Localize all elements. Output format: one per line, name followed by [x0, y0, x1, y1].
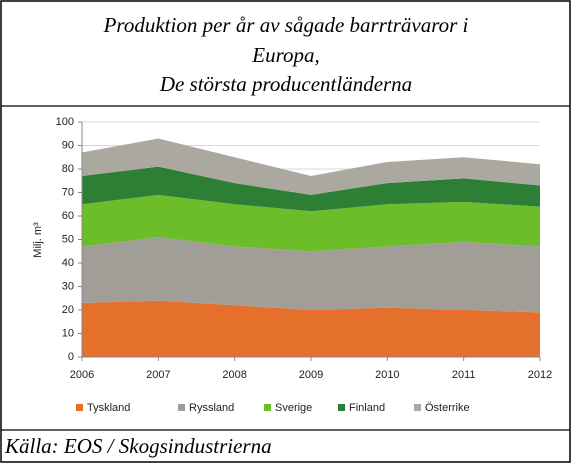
x-tick-label: 2009 [299, 369, 323, 381]
legend-label: Ryssland [189, 402, 234, 414]
legend-swatch [76, 404, 83, 411]
legend-swatch [338, 404, 345, 411]
x-tick-label: 2012 [528, 369, 552, 381]
legend-label: Sverige [275, 402, 312, 414]
legend-swatch [414, 404, 421, 411]
y-axis-label: Milj. m³ [32, 222, 44, 258]
title-line: De största producentländerna [159, 72, 412, 96]
x-tick-label: 2011 [452, 369, 476, 381]
legend-swatch [264, 404, 271, 411]
legend-label: Finland [349, 402, 385, 414]
y-tick-label: 50 [62, 233, 74, 245]
x-tick-label: 2007 [146, 369, 170, 381]
x-tick-label: 2008 [222, 369, 246, 381]
legend-swatch [178, 404, 185, 411]
y-tick-label: 90 [62, 139, 74, 151]
y-tick-label: 10 [62, 327, 74, 339]
area [82, 166, 540, 212]
title-line: Produktion per år av sågade barrträvaror… [103, 13, 469, 37]
y-tick-label: 20 [62, 304, 74, 316]
area [82, 300, 540, 357]
legend-label: Tyskland [87, 402, 130, 414]
source: Källa: EOS / Skogsindustrierna [4, 434, 272, 458]
y-tick-label: 100 [56, 116, 74, 128]
y-tick-label: 60 [62, 210, 74, 222]
area [82, 194, 540, 252]
legend-label: Österrike [425, 402, 470, 414]
y-tick-label: 0 [68, 351, 74, 363]
area [82, 237, 540, 313]
y-tick-label: 30 [62, 280, 74, 292]
y-tick-label: 80 [62, 163, 74, 175]
area [82, 138, 540, 195]
x-tick-label: 2006 [70, 369, 94, 381]
y-tick-label: 40 [62, 257, 74, 269]
title-line: Europa, [251, 43, 319, 67]
y-tick-label: 70 [62, 186, 74, 198]
x-tick-label: 2010 [375, 369, 399, 381]
